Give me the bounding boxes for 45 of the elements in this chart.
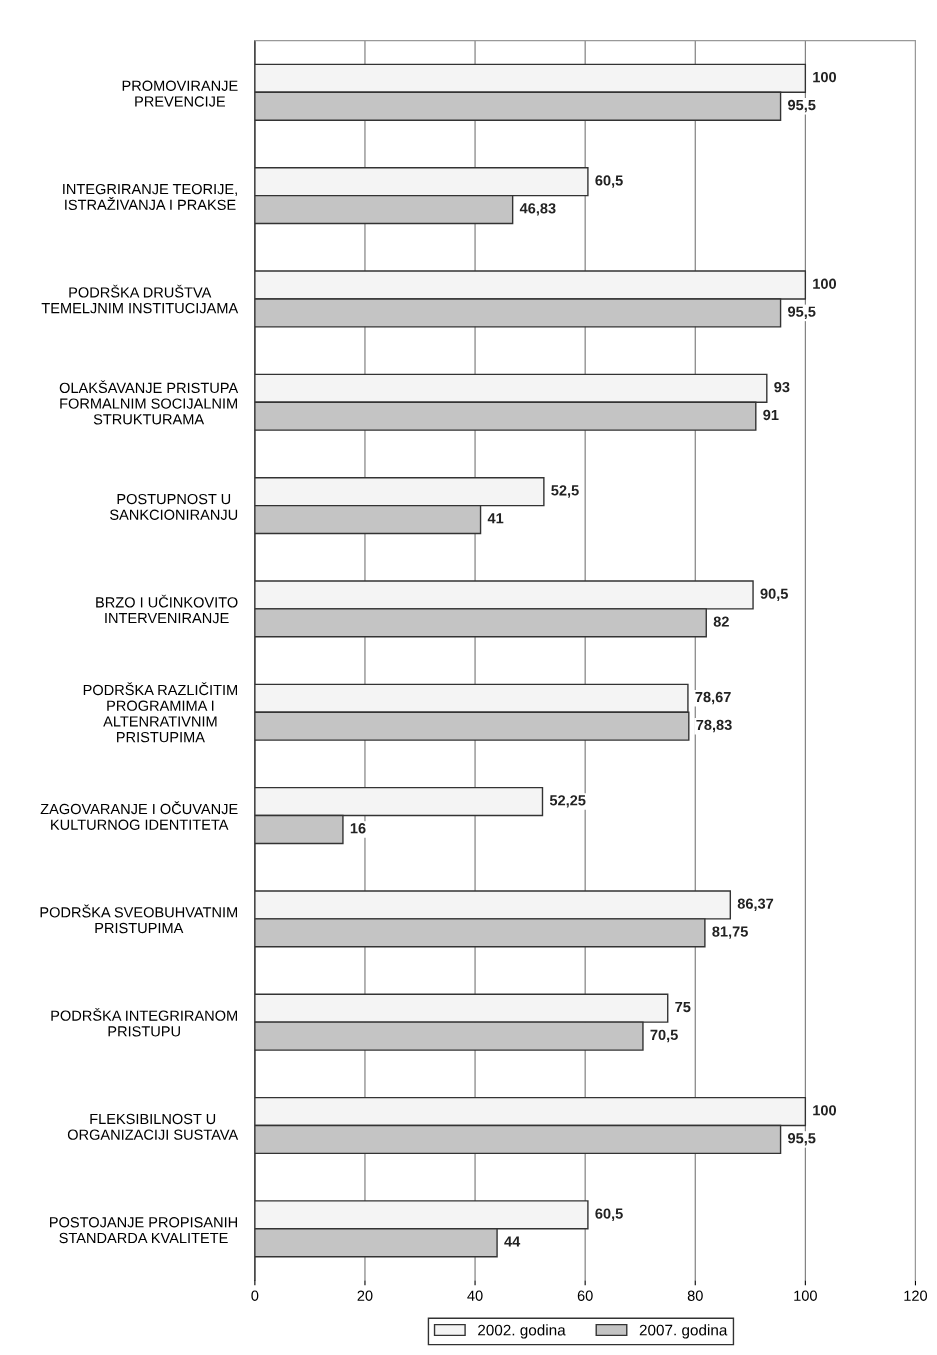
x-tick-label: 120 [904,1290,928,1301]
y-tick-label: BRZO I UČINKOVITO INTERVENIRANJE [96,594,238,624]
data-label: 81,75 [712,926,748,939]
data-label: 60,5 [595,1208,623,1221]
y-tick-label: PODRŠKA RAZLIČITIM PROGRAMIMA I ALTENRATIVNIM PRISTUPIMA [83,682,237,743]
data-label: 100 [813,1105,837,1116]
y-tick-label: FLEKSIBILNOST U ORGANIZACIJI SUSTAVA [67,1113,239,1140]
x-tick-label: 60 [577,1290,593,1301]
data-label: 46,83 [519,203,556,216]
data-label: 100 [813,278,837,289]
y-tick-label: POSTUPNOST U SANKCIONIRANJU [110,493,238,520]
data-label: 86,37 [737,898,774,911]
y-tick-label: POSTOJANJE PROPISANIH STANDARDA KVALITETE [50,1217,238,1244]
x-tick-label: 0 [251,1290,259,1301]
data-label: 90,5 [760,588,788,601]
legend-label: 2007. godina [639,1324,728,1339]
data-label: 78,83 [696,719,732,733]
x-tick-label: 20 [357,1290,373,1301]
data-label: 91 [763,409,779,421]
data-label: 70,5 [650,1029,678,1043]
data-label: 44 [504,1236,521,1247]
data-label: 82 [713,616,729,627]
data-label: 100 [813,71,837,83]
data-label: 52,25 [549,795,586,808]
y-tick-label: INTEGRIRANJE TEORIJE, ISTRAŽIVANJA I PRAKSE [63,183,237,210]
data-label: 60,5 [595,175,623,188]
y-tick-label: PROMOVIRANJE PREVENCIJE [122,80,238,107]
data-label: 41 [487,513,504,524]
data-label: 95,5 [788,306,816,319]
x-tick-label: 100 [794,1290,817,1301]
data-label: 93 [774,381,790,393]
y-tick-label: PODRŠKA SVEOBUHVATNIM PRISTUPIMA [40,904,237,934]
y-tick-label: OLAKŠAVANJE PRISTUPA FORMALNIM SOCIJALNIM STRUKTURAMA [59,380,239,425]
y-tick-label: PODRŠKA INTEGRIRANOM PRISTUPU [51,1007,237,1037]
data-label: 78,67 [695,691,731,705]
y-tick-label: PODRŠKA DRUŠTVA TEMELJNIM INSTITUCIJAMA [41,284,239,314]
y-tick-label: ZAGOVARANJE I OČUVANJE KULTURNOG IDENTITETA [40,801,238,830]
x-tick-label: 40 [467,1290,483,1301]
data-label: 95,5 [788,99,816,113]
legend-label: 2002. godina [478,1324,566,1339]
data-label: 52,5 [551,485,579,498]
data-label: 16 [350,823,366,834]
data-label: 75 [675,1001,691,1013]
data-label: 95,5 [788,1133,816,1146]
x-tick-label: 80 [687,1290,703,1301]
